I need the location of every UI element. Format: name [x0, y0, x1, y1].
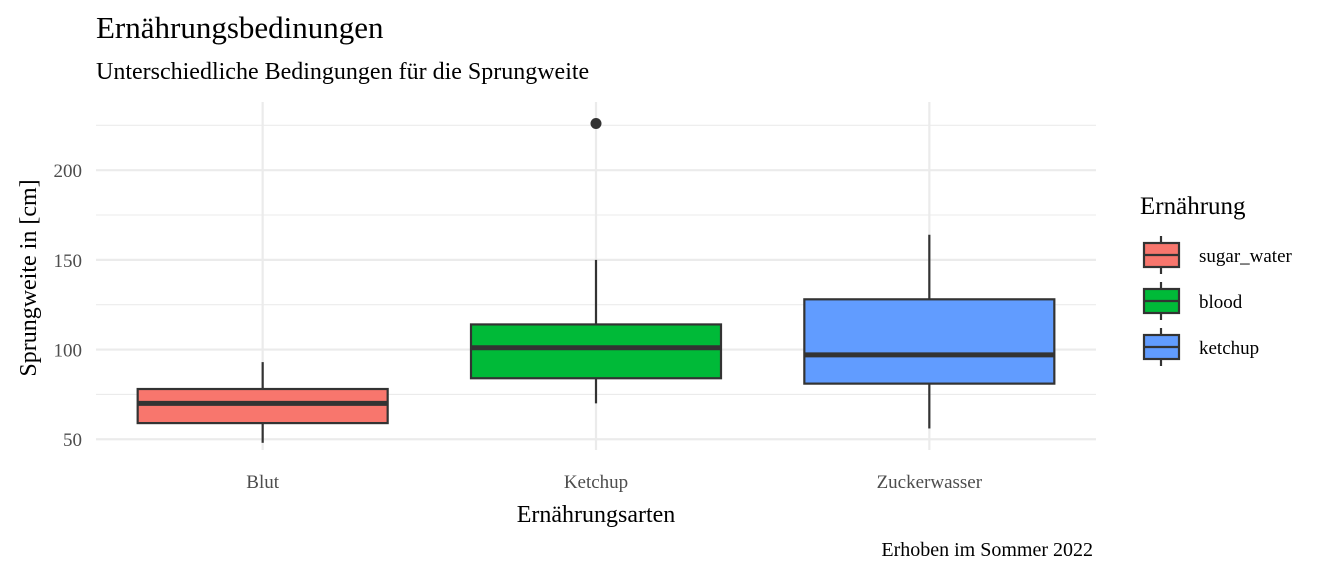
outlier-point [590, 118, 602, 130]
box-sugar_water [136, 362, 389, 443]
y-tick-label: 100 [54, 341, 83, 362]
x-tick-label: Ketchup [564, 472, 628, 493]
y-tick-label: 200 [54, 161, 83, 182]
x-axis-title: Ernährungsarten [517, 502, 676, 528]
box-body [469, 323, 723, 380]
chart-caption: Erhoben im Sommer 2022 [881, 539, 1093, 561]
box-ketchup [803, 234, 1056, 429]
chart-title: Ernährungsbedinungen [96, 10, 384, 45]
y-tick-label: 150 [54, 251, 83, 272]
box-blood [469, 118, 723, 404]
legend-label: sugar_water [1199, 246, 1293, 267]
y-axis-title: Sprungweite in [cm] [16, 179, 42, 376]
legend-item-blood: blood [1142, 282, 1243, 320]
legend-label: ketchup [1199, 338, 1259, 359]
x-tick-label: Zuckerwasser [877, 472, 983, 493]
box-body [803, 298, 1056, 385]
chart-subtitle: Unterschiedliche Bedingungen für die Spr… [96, 59, 590, 85]
legend-label: blood [1199, 292, 1243, 313]
x-tick-label: Blut [246, 472, 279, 493]
y-tick-label: 50 [63, 430, 82, 451]
y-tick-labels: 50 100 150 200 [54, 161, 83, 451]
legend-title: Ernährung [1140, 193, 1246, 220]
x-tick-labels: Blut Ketchup Zuckerwasser [246, 472, 982, 493]
box-body [136, 387, 389, 425]
boxes [136, 118, 1056, 443]
legend-item-sugar_water: sugar_water [1142, 236, 1293, 274]
legend-item-ketchup: ketchup [1142, 328, 1259, 366]
